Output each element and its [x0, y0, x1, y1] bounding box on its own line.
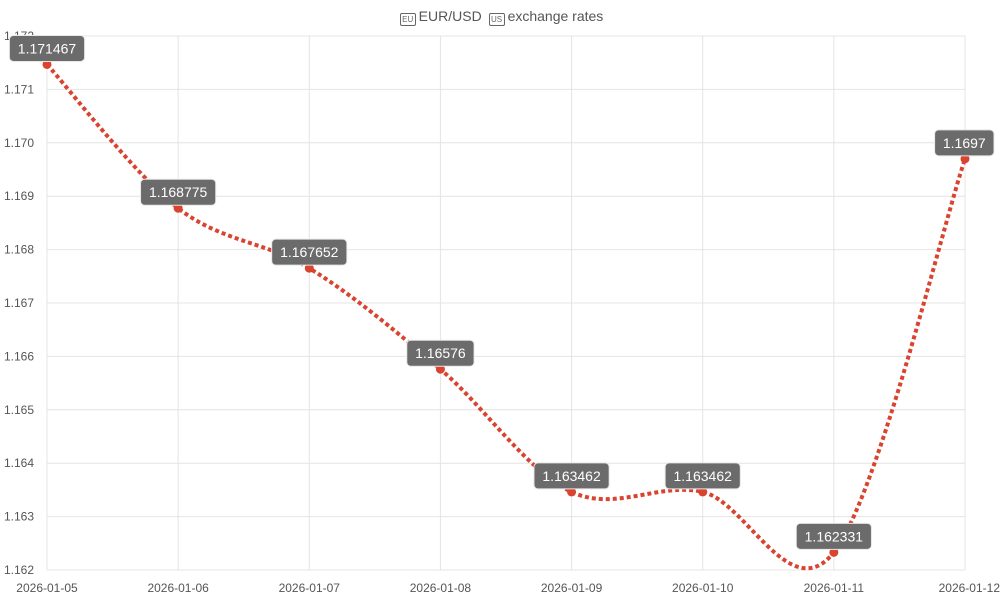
data-points	[42, 59, 970, 557]
data-label: 1.168775	[140, 178, 217, 206]
data-label-text: 1.1697	[943, 135, 986, 151]
data-label: 1.171467	[8, 34, 86, 62]
axes: 1.162 1.163 1.164 1.165 1.166 1.167 1.168 1.169…	[4, 29, 1000, 595]
data-point[interactable]	[435, 364, 445, 374]
x-tick-label: 2026-01-11	[804, 581, 865, 595]
data-label-text: 1.163462	[674, 468, 733, 484]
x-tick-label: 2026-01-10	[672, 581, 734, 595]
y-tick-label: 1.166	[4, 349, 34, 363]
data-label: 1.1697	[934, 129, 995, 157]
data-label-text: 1.171467	[18, 40, 77, 56]
data-label-text: 1.168775	[149, 184, 208, 200]
title-text-right: exchange rates	[507, 8, 604, 24]
chart-title: EU EUR/USD US exchange rates	[0, 8, 1000, 26]
grid	[46, 35, 966, 571]
data-point[interactable]	[698, 487, 708, 497]
us-flag-icon: US	[488, 13, 505, 26]
y-tick-label: 1.171	[4, 82, 34, 96]
y-tick-label: 1.170	[4, 136, 34, 150]
series-line	[45, 63, 967, 571]
data-label: 1.16576	[406, 339, 475, 367]
data-label-text: 1.16576	[415, 345, 466, 361]
y-tick-label: 1.169	[4, 189, 34, 203]
x-tick-label: 2026-01-07	[279, 581, 341, 595]
data-label-box	[934, 129, 995, 157]
data-point[interactable]	[567, 487, 577, 497]
x-tick-label: 2026-01-12	[939, 581, 1000, 595]
data-point[interactable]	[304, 263, 314, 273]
data-label-box	[271, 238, 348, 266]
x-tick-label: 2026-01-09	[541, 581, 603, 595]
y-tick-label: 1.165	[4, 403, 34, 417]
data-labels: 1.171467 1.168775 1.167652 1.16576 1.163462 1…	[8, 34, 995, 550]
data-label: 1.163462	[533, 462, 610, 490]
y-tick-label: 1.164	[4, 456, 34, 470]
data-label-box	[795, 522, 872, 550]
data-label: 1.163462	[664, 462, 741, 490]
data-label-box	[406, 339, 475, 367]
x-tick-label: 2026-01-05	[16, 581, 78, 595]
x-tick-label: 2026-01-06	[147, 581, 209, 595]
data-label-text: 1.162331	[805, 528, 864, 544]
data-label-box	[664, 462, 741, 490]
y-tick-label: 1.162	[4, 563, 34, 577]
data-label: 1.162331	[795, 522, 872, 550]
data-point[interactable]	[173, 203, 183, 213]
y-tick-label: 1.168	[4, 243, 34, 257]
title-text-left: EUR/USD	[418, 8, 482, 24]
data-label-box	[533, 462, 610, 490]
eu-flag-icon: EU	[399, 13, 416, 26]
data-point[interactable]	[829, 547, 839, 557]
x-tick-label: 2026-01-08	[410, 581, 472, 595]
data-label-box	[140, 178, 217, 206]
y-tick-label: 1.163	[4, 510, 34, 524]
data-label-text: 1.163462	[542, 468, 601, 484]
data-point[interactable]	[960, 154, 970, 164]
y-tick-label: 1.167	[4, 296, 34, 310]
data-label-box	[8, 34, 86, 62]
data-label-text: 1.167652	[280, 244, 339, 260]
data-point[interactable]	[42, 59, 52, 69]
data-label: 1.167652	[271, 238, 348, 266]
